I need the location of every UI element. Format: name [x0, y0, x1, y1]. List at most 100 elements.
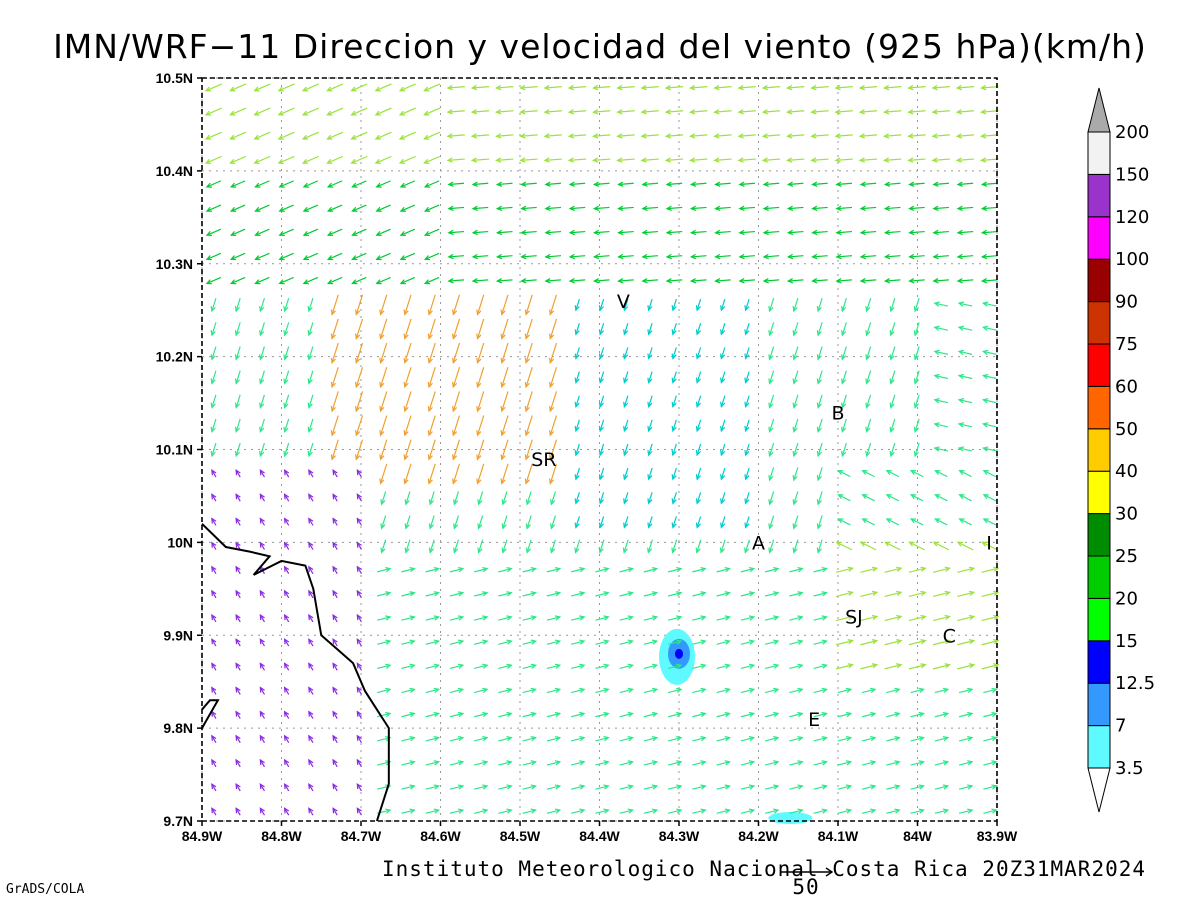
wind-vector	[956, 253, 974, 260]
wind-vector	[744, 323, 750, 336]
wind-vector	[835, 278, 852, 284]
wind-vector	[548, 415, 558, 437]
wind-vector	[761, 133, 781, 139]
wind-vector	[720, 323, 726, 336]
wind-vector	[398, 155, 416, 164]
wind-vector	[546, 784, 562, 790]
wind-vector	[980, 278, 998, 284]
wind-vector	[522, 567, 537, 573]
wind-vector	[981, 398, 997, 404]
wind-vector	[810, 133, 829, 139]
wind-vector	[982, 518, 997, 526]
wind-vector	[546, 687, 562, 694]
wind-vector	[520, 253, 537, 260]
wind-vector	[934, 711, 950, 718]
wind-vector	[932, 229, 949, 236]
wind-vector	[934, 736, 950, 742]
wind-vector	[740, 615, 756, 621]
wind-vector	[425, 591, 440, 597]
wind-vector	[744, 443, 750, 457]
wind-vector	[332, 758, 338, 768]
wind-vector	[330, 367, 339, 389]
wind-vector	[234, 394, 241, 409]
map-title: IMN/WRF−11 Direccion y velocidad del vie…	[53, 27, 1147, 66]
wind-vector	[229, 131, 247, 140]
wind-vector	[617, 205, 634, 211]
wind-vector	[495, 278, 513, 284]
wind-vector	[908, 181, 925, 187]
wind-vector	[786, 109, 805, 115]
wind-vector	[447, 181, 465, 187]
city-label: B	[831, 402, 844, 424]
reference-vector-head	[825, 867, 834, 877]
wind-vector	[860, 590, 879, 598]
wind-vector	[234, 298, 241, 313]
wind-vector	[477, 515, 484, 530]
wind-vector	[692, 736, 707, 742]
wind-vector	[522, 615, 537, 621]
wind-vector	[351, 228, 367, 236]
wind-vector	[476, 415, 485, 437]
city-label: C	[943, 625, 956, 647]
wind-vector	[885, 518, 900, 526]
wind-vector	[598, 395, 605, 409]
wind-vector	[570, 808, 586, 814]
wind-vector	[356, 710, 362, 719]
wind-vector	[913, 370, 920, 385]
wind-vector	[841, 442, 847, 458]
wind-vector	[907, 84, 926, 91]
wind-vector	[259, 322, 266, 337]
wind-vector	[574, 467, 580, 481]
wind-vector	[595, 567, 610, 573]
wind-vector	[641, 253, 659, 260]
wind-vector	[859, 229, 877, 236]
latitude-axis: 9.7N 9.8N 9.9N 10N 10.1N 10.2N 10.3N 10.4N 10.5N	[156, 70, 202, 829]
wind-vector	[883, 181, 901, 187]
wind-vector	[574, 419, 580, 433]
wind-vector	[308, 638, 314, 647]
wind-vector	[932, 663, 951, 670]
wind-vector	[592, 205, 610, 211]
wind-vector	[234, 418, 241, 434]
wind-vector	[695, 516, 702, 529]
wind-vector	[326, 83, 344, 92]
wind-vector	[837, 736, 853, 742]
wind-vector	[865, 370, 872, 385]
wind-vector	[913, 394, 920, 409]
wind-vector	[471, 205, 489, 211]
wind-vector	[574, 371, 580, 384]
wind-vector	[816, 491, 823, 506]
wind-vector	[762, 205, 780, 211]
wind-vector	[913, 346, 920, 361]
colorbar-band	[1087, 343, 1111, 387]
wind-vector	[837, 711, 853, 718]
wind-vector	[931, 157, 950, 163]
wind-vector	[979, 109, 999, 115]
wind-vector	[451, 463, 461, 485]
wind-vector	[958, 784, 974, 790]
wind-vector	[235, 541, 241, 550]
wind-vector	[301, 131, 319, 140]
wind-vector	[447, 205, 465, 211]
wind-vector	[933, 422, 949, 428]
wind-vector	[283, 686, 290, 695]
wind-vector	[500, 439, 509, 461]
wind-vector	[792, 491, 799, 506]
wind-vector	[500, 318, 509, 340]
wind-vector	[574, 539, 581, 554]
wind-vector	[810, 157, 829, 163]
wind-vector	[379, 415, 388, 437]
wind-vector	[522, 591, 537, 597]
wind-vector	[498, 687, 513, 694]
wind-vector	[446, 84, 465, 91]
wind-vector	[425, 784, 440, 790]
wind-vector	[738, 253, 755, 260]
wind-vector	[427, 391, 436, 413]
wind-vector	[643, 615, 659, 621]
wind-vector	[813, 784, 828, 790]
wind-vector	[259, 541, 265, 550]
wind-vector	[476, 294, 485, 316]
wind-speed-colorbar: 3.5 7 12.5 15 20 25 30 40 50 60 75 90 100 120 150 200	[1087, 87, 1155, 813]
wind-vector	[695, 323, 702, 336]
wind-vector	[592, 109, 611, 115]
